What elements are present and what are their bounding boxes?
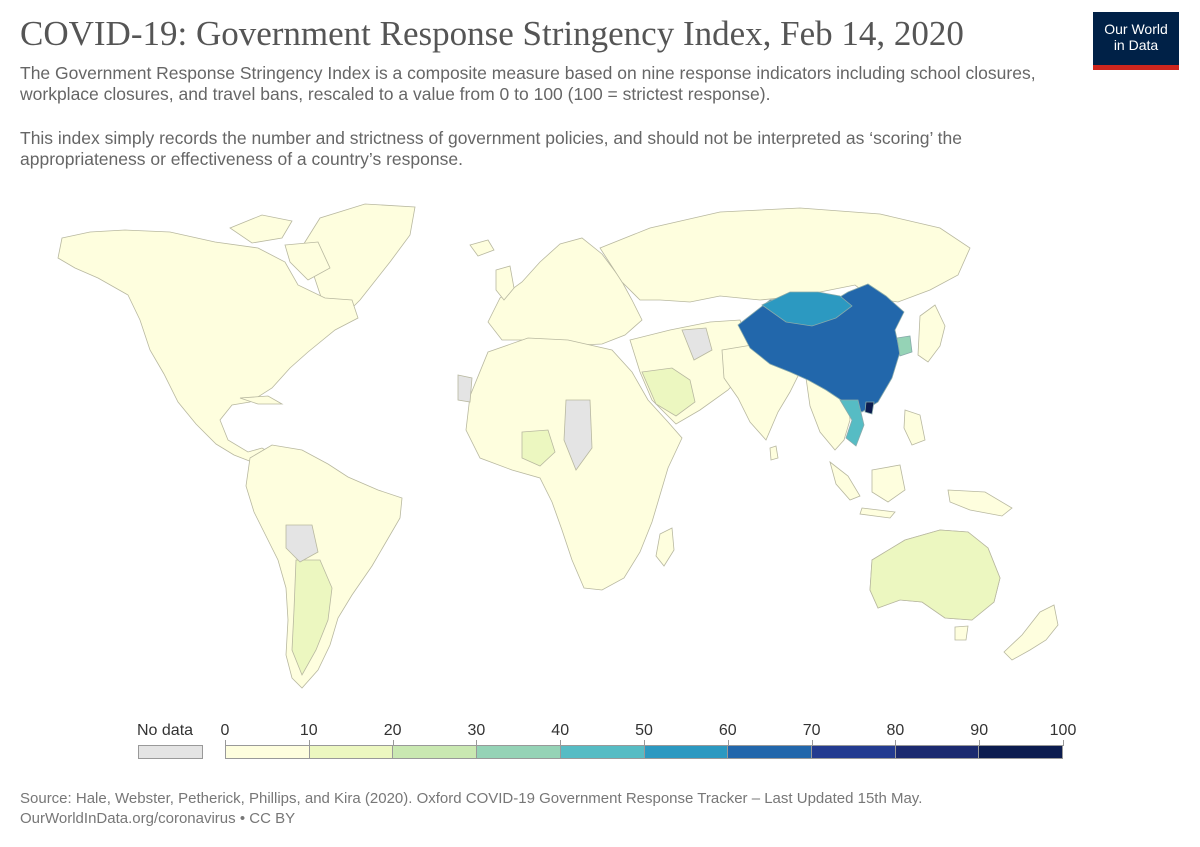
legend-segment[interactable] (894, 745, 979, 759)
cuba (239, 395, 284, 405)
legend-tick-label: 40 (551, 722, 570, 739)
legend-segment[interactable] (308, 745, 393, 759)
chart-note: This index simply records the number and… (20, 128, 962, 169)
legend-tick-label: 30 (467, 722, 486, 739)
source-text: Source: Hale, Webster, Petherick, Philli… (20, 790, 923, 807)
nigeria (521, 429, 556, 467)
legend-tick-mark (1063, 740, 1064, 746)
legend-tick-label: 20 (383, 722, 402, 739)
legend-segment[interactable] (643, 745, 728, 759)
logo-accent-bar (1093, 65, 1179, 70)
vietnam (839, 399, 865, 447)
legend-tick-label: 50 (635, 722, 653, 739)
iceland (469, 239, 495, 257)
madagascar (655, 527, 675, 567)
north-america (57, 229, 359, 466)
legend-segment[interactable] (810, 745, 895, 759)
legend-tick-mark (895, 740, 897, 746)
australia-tint (869, 529, 1001, 621)
south-korea (896, 335, 913, 357)
arctic-islands (229, 214, 293, 244)
legend-tick-label: 70 (802, 722, 821, 739)
legend-tick-mark (979, 740, 981, 746)
no-data-west-africa (457, 374, 473, 403)
no-data-iran (681, 327, 713, 361)
no-data-bolivia (285, 524, 319, 563)
legend-no-data-label: No data (137, 722, 194, 739)
saudi-arabia (641, 367, 696, 417)
legend-segment[interactable] (727, 745, 811, 759)
legend-tick-label: 0 (220, 722, 230, 739)
philippines (903, 409, 926, 446)
legend-tick-mark (727, 740, 729, 746)
legend-color-scale (225, 745, 1064, 759)
legend-tick-mark (644, 740, 645, 746)
taiwan (864, 401, 875, 415)
logo-line-1: Our World (1104, 21, 1168, 37)
borneo (871, 464, 906, 503)
legend-tick-mark (308, 740, 310, 746)
japan (917, 304, 946, 363)
java (859, 507, 896, 519)
legend-tick-mark (225, 740, 226, 746)
legend-segment[interactable] (476, 745, 560, 759)
legend-tick-label: 80 (886, 722, 905, 739)
legend-tick-mark (392, 740, 394, 746)
new-zealand (1003, 604, 1059, 661)
chart-title: COVID-19: Government Response Stringency… (20, 14, 964, 53)
tasmania (954, 625, 969, 641)
no-data-sudan (563, 399, 593, 471)
sumatra (829, 460, 861, 501)
legend-tick-label: 10 (299, 722, 318, 739)
united-kingdom (495, 265, 515, 301)
sri-lanka (769, 445, 779, 461)
legend-tick-mark (560, 740, 562, 746)
legend-tick-mark (811, 740, 813, 746)
legend-tick-label: 100 (1049, 722, 1077, 739)
legend-tick-label: 60 (718, 722, 737, 739)
new-guinea (947, 489, 1013, 517)
legend-tick-label: 90 (970, 722, 989, 739)
argentina-chile (291, 559, 333, 676)
owid-logo[interactable]: Our World in Data (1093, 12, 1179, 70)
mongolia (761, 291, 853, 327)
source-note: Source: Hale, Webster, Petherick, Philli… (20, 789, 922, 829)
source-url[interactable]: OurWorldInData.org/coronavirus • CC BY (20, 810, 296, 827)
legend-tick-mark (476, 740, 478, 746)
logo-line-2: in Data (1113, 37, 1159, 53)
legend-segment[interactable] (225, 745, 309, 759)
legend-segment[interactable] (978, 745, 1064, 759)
south-america (245, 444, 403, 689)
legend-segment[interactable] (559, 745, 644, 759)
legend-segment[interactable] (392, 745, 477, 759)
baffin-island (284, 241, 331, 281)
legend-no-data-swatch (138, 745, 203, 759)
chart-subtitle: The Government Response Stringency Index… (20, 63, 1036, 104)
greenland (299, 203, 416, 321)
russia (599, 207, 971, 303)
